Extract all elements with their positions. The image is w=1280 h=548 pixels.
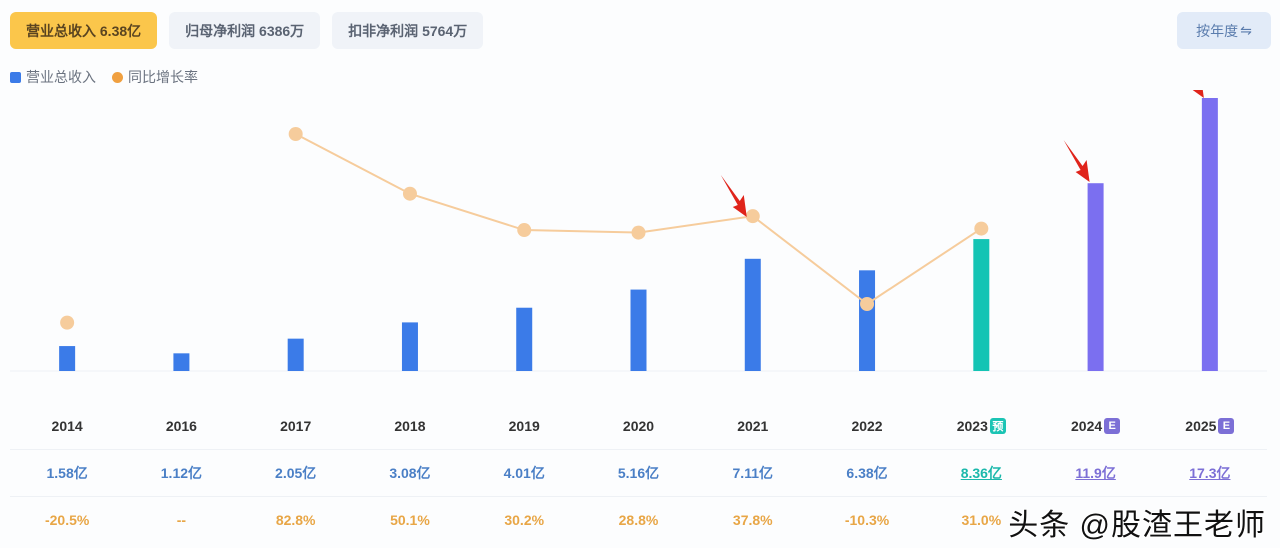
estimate-badge: E <box>1218 418 1235 434</box>
growth-cell: -- <box>124 496 239 543</box>
revenue-bar[interactable] <box>859 270 876 371</box>
revenue-cell: 3.08亿 <box>352 449 468 496</box>
revenue-bar[interactable] <box>401 322 418 371</box>
revenue-bar[interactable] <box>973 239 990 371</box>
revenue-cell[interactable]: 17.3亿 <box>1152 449 1267 496</box>
revenue-cell: 1.12亿 <box>124 449 239 496</box>
annotation-arrow-icon <box>1063 140 1090 182</box>
growth-cell: 82.8% <box>238 496 353 543</box>
square-legend-icon <box>10 71 21 83</box>
revenue-bar[interactable] <box>59 346 76 371</box>
annotation-arrow-icon <box>1192 90 1204 98</box>
year-header: 2024 E <box>1038 403 1152 449</box>
year-header: 2017 <box>280 418 312 434</box>
revenue-bar[interactable] <box>1087 183 1104 371</box>
forecast-badge: 预 <box>989 418 1006 434</box>
revenue-cell: 2.05亿 <box>238 449 353 496</box>
year-header: 2020 <box>622 418 655 434</box>
tab-deducted-profit[interactable]: 扣非净利润 5764万 <box>332 12 484 49</box>
tab-net-profit[interactable]: 归母净利润 6386万 <box>169 12 321 49</box>
data-table: 2014 2016 2017 2018 2019 2020 2021 2022 2023 预 202… <box>10 403 1267 543</box>
annotation-arrow-icon <box>720 175 747 217</box>
revenue-cell: 4.01亿 <box>467 449 582 496</box>
growth-point[interactable] <box>745 209 760 224</box>
revenue-bar[interactable] <box>173 353 190 371</box>
growth-cell <box>1038 496 1153 543</box>
revenue-bar[interactable] <box>630 289 647 371</box>
growth-point[interactable] <box>402 186 417 201</box>
year-header: 2018 <box>394 418 426 434</box>
growth-point[interactable] <box>860 297 875 311</box>
revenue-bar[interactable] <box>744 258 761 371</box>
revenue-cell: 5.16亿 <box>581 449 696 496</box>
estimate-badge: E <box>1104 418 1121 434</box>
growth-line <box>295 133 982 306</box>
legend-label: 营业总收入 <box>26 69 96 85</box>
watermark: 头条 @股渣王老师 <box>1008 509 1266 542</box>
metric-tabs: 营业总收入 6.38亿 归母净利润 6386万 扣非净利润 5764万 <box>10 12 484 49</box>
tab-revenue[interactable]: 营业总收入 6.38亿 <box>10 12 158 49</box>
legend-item-revenue[interactable]: 营业总收入 <box>10 67 96 87</box>
growth-point[interactable] <box>517 223 532 238</box>
legend-item-growth[interactable]: 同比增长率 <box>112 67 198 87</box>
period-toggle-label: 按年度 <box>1196 22 1239 39</box>
revenue-cell: 1.58亿 <box>10 449 125 496</box>
growth-cell: 50.1% <box>352 496 468 543</box>
revenue-bar[interactable] <box>516 307 533 371</box>
year-header: 2025 E <box>1153 403 1267 449</box>
revenue-bar[interactable] <box>1201 98 1218 371</box>
growth-point[interactable] <box>288 127 303 141</box>
growth-cell: -20.5% <box>10 496 125 543</box>
year-header: 2016 <box>165 418 197 434</box>
chart-legend: 营业总收入 同比增长率 <box>10 67 198 87</box>
revenue-cell[interactable]: 8.36亿 <box>924 449 1039 496</box>
year-header: 2022 <box>851 418 883 434</box>
combo-chart <box>10 90 1267 372</box>
growth-point[interactable] <box>60 315 75 330</box>
growth-cell: 31.0% <box>924 496 1039 543</box>
revenue-cell: 7.11亿 <box>695 449 810 496</box>
year-header: 2023 预 <box>924 403 1038 449</box>
year-header: 2014 <box>51 418 83 434</box>
growth-cell: 30.2% <box>467 496 582 543</box>
growth-cell <box>1152 496 1267 543</box>
revenue-cell[interactable]: 11.9亿 <box>1038 449 1153 496</box>
growth-point[interactable] <box>974 221 989 236</box>
legend-label: 同比增长率 <box>128 69 198 85</box>
year-header: 2021 <box>737 418 769 434</box>
circle-legend-icon <box>112 71 123 83</box>
year-header: 2019 <box>508 418 540 434</box>
growth-point[interactable] <box>631 225 646 240</box>
swap-icon: ⇋ <box>1240 22 1252 38</box>
revenue-bar[interactable] <box>287 338 304 371</box>
growth-cell: -10.3% <box>809 496 925 543</box>
revenue-cell: 6.38亿 <box>809 449 925 496</box>
growth-cell: 37.8% <box>695 496 810 543</box>
period-toggle-button[interactable]: 按年度 ⇋ <box>1177 12 1271 49</box>
growth-cell: 28.8% <box>581 496 696 543</box>
